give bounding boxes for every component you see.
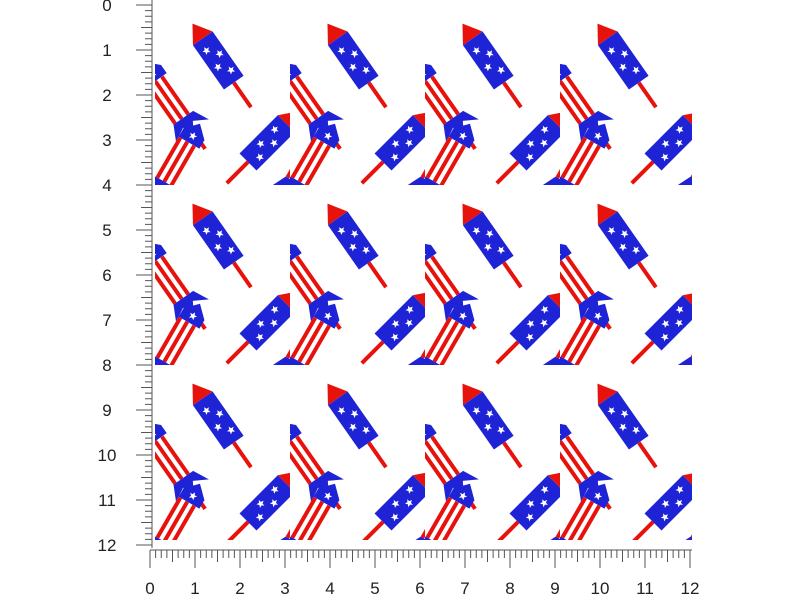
left-ruler-label: 3 — [102, 131, 111, 150]
bottom-ruler-label: 12 — [681, 579, 700, 598]
bottom-ruler-label: 11 — [636, 579, 654, 598]
left-ruler-label: 9 — [102, 401, 111, 420]
left-ruler-label: 11 — [98, 491, 116, 510]
bottom-ruler-label: 2 — [235, 579, 244, 598]
left-ruler-label: 6 — [102, 266, 111, 285]
left-ruler-label: 10 — [98, 446, 117, 465]
bottom-ruler-label: 1 — [190, 579, 199, 598]
pattern-swatch — [155, 5, 692, 540]
left-ruler-label: 7 — [102, 311, 111, 330]
bottom-ruler-label: 8 — [505, 579, 514, 598]
left-ruler-label: 2 — [102, 86, 111, 105]
bottom-ruler-label: 6 — [415, 579, 424, 598]
left-ruler-label: 5 — [102, 221, 111, 240]
left-ruler-label: 12 — [98, 536, 117, 555]
ruler-ticks — [136, 4, 691, 568]
bottom-ruler-label: 5 — [370, 579, 379, 598]
bottom-ruler-label: 10 — [591, 579, 610, 598]
bottom-ruler-label: 0 — [145, 579, 154, 598]
left-ruler-label: 1 — [102, 41, 111, 60]
bottom-ruler-label: 7 — [460, 579, 469, 598]
bottom-ruler-label: 4 — [325, 579, 334, 598]
left-ruler-label: 8 — [102, 356, 111, 375]
left-ruler-label: 0 — [102, 0, 111, 15]
bottom-ruler-label: 9 — [550, 579, 559, 598]
left-ruler-label: 4 — [102, 176, 111, 195]
bottom-ruler-label: 3 — [280, 579, 289, 598]
